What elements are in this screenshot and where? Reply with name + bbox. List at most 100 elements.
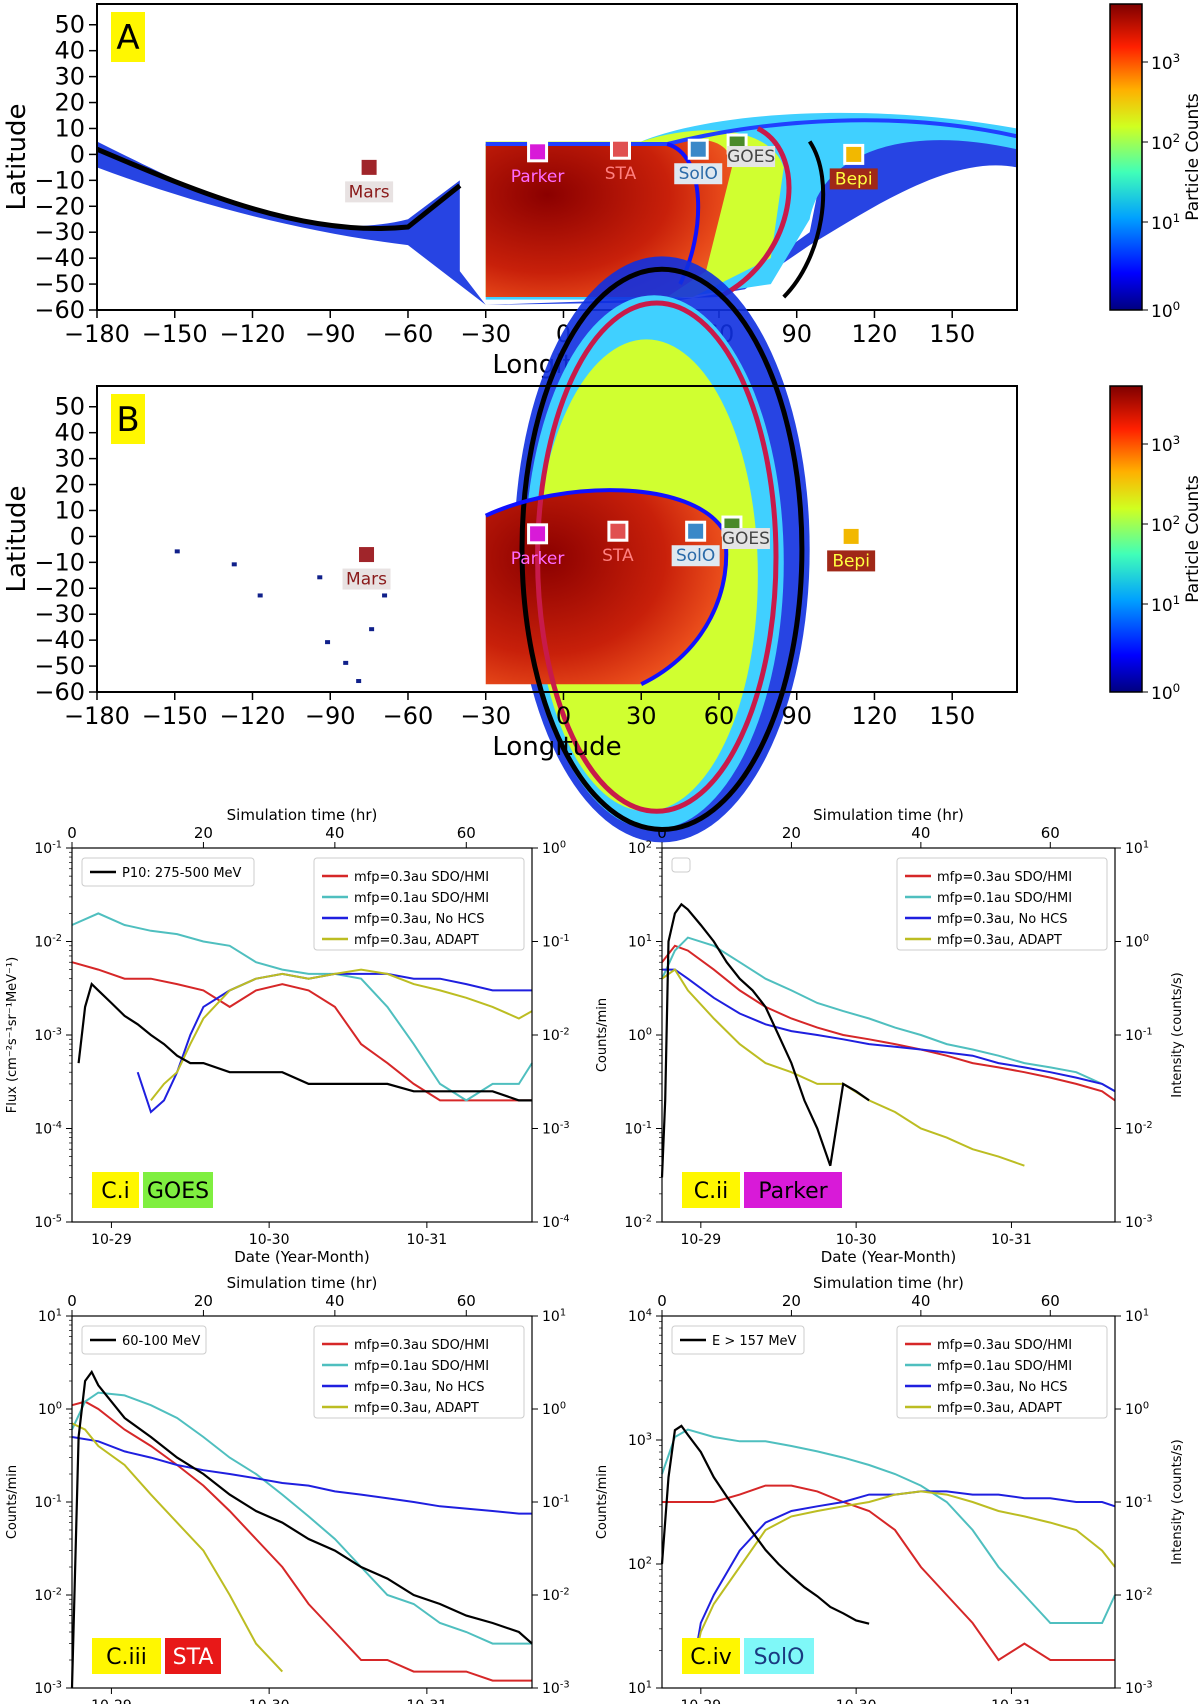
x-tick-label: 150 [929,702,975,730]
right-tick-label: 10-1 [542,1493,570,1511]
y-tick-label: 30 [54,445,85,473]
top-tick-label: 60 [457,824,476,842]
top-axis-title: Simulation time (hr) [813,1274,964,1292]
panel-label-box [111,12,145,62]
x-tick-label: −60 [383,320,434,348]
right-tick-label: 100 [1125,1400,1149,1418]
x-tick-label: −180 [64,320,130,348]
y-tick-label: −10 [34,548,85,576]
spacecraft-marker-solo [685,520,707,542]
y-tick-label: −60 [34,296,85,324]
date-tick-label: 10-31 [991,1232,1032,1248]
legend-entry: mfp=0.3au SDO/HMI [937,870,1072,885]
panel-label-box [682,1172,740,1208]
spacecraft-label-goes: GOES [727,147,775,167]
right-tick-label: 10-3 [1125,1679,1153,1697]
y-tick-label: 40 [54,419,85,447]
top-axis-title: Simulation time (hr) [227,1274,378,1292]
left-tick-label: 10-2 [34,1586,62,1604]
panel-label-box [92,1172,139,1208]
observed-legend [81,857,255,887]
observed-legend [81,1325,207,1355]
right-tick-label: 10-2 [1125,1586,1153,1604]
top-tick-label: 60 [1041,1292,1060,1310]
y-axis-title: Counts/min [5,1465,20,1539]
panel-label: B [116,400,139,440]
top-tick-label: 60 [457,1292,476,1310]
series-line-mfp-0-3au-adapt [71,1422,284,1673]
y-tick-label: 50 [54,393,85,421]
chart-panel-C.i: 10-5 10-4 10-3 10-2 10-1 10-4 10-3 10-2 10-1 100 0… [5,806,570,1266]
map-scatter-pixel [325,640,331,645]
map-frame [96,385,1018,693]
spacecraft-marker-mars [358,156,380,178]
colorbar-tick-label: 102 [1151,131,1180,154]
spacecraft-tag: Parker [758,1179,828,1204]
top-tick-label: 40 [911,824,930,842]
observed-legend-entry: E > 157 MeV [712,1334,797,1349]
left-tick-label: 10-4 [34,1120,62,1138]
x-tick-label: 150 [929,320,975,348]
series-legend [313,857,525,951]
observed-legend-entry: 60-100 MeV [122,1334,200,1349]
spacecraft-tag-box [744,1172,842,1208]
top-axis-title: Simulation time (hr) [227,806,378,824]
y-tick-label: 10 [54,114,85,142]
legend-entry: mfp=0.1au SDO/HMI [354,891,489,906]
left-tick-label: 102 [628,1555,652,1573]
colorbar-tick-label: 102 [1151,513,1180,536]
left-tick-label: 10-2 [624,1213,652,1231]
legend-entry: mfp=0.3au, ADAPT [937,933,1062,948]
spacecraft-marker-parker [527,523,549,545]
spacecraft-tag-box [143,1172,213,1208]
x-tick-label: −120 [220,320,286,348]
map-scatter-pixel [369,627,375,632]
y-tick-label: −40 [34,626,85,654]
x-tick-label: −180 [64,702,130,730]
series-line-mfp-0-1au-sdo-hmi [661,1428,1116,1624]
spacecraft-label-sta: STA [602,546,634,566]
right-tick-label: 10-3 [542,1120,570,1138]
heatmap-panels: A−180−150−120−90−60−30030609012015050403… [2,3,1200,843]
series-line-mfp-0-1au-sdo-hmi [71,912,533,1102]
x-tick-label: −120 [220,702,286,730]
spacecraft-label-box [671,545,720,567]
legend-entry: mfp=0.3au, No HCS [937,912,1067,927]
legend-entry: mfp=0.3au SDO/HMI [937,1338,1072,1353]
series-line-mfp-0-3au-adapt [150,968,533,1102]
empty-legend [671,857,691,873]
spacecraft-marker-mars [356,544,378,566]
y-tick-label: 10 [54,496,85,524]
right-tick-label: 10-2 [542,1586,570,1604]
map-contour-blue-top [485,118,1018,147]
panel-label-box [111,394,145,444]
spacecraft-tag-box [165,1638,221,1674]
colorbar-tick-label: 103 [1151,433,1180,456]
left-tick-label: 103 [628,1431,652,1449]
spacecraft-marker-bepi [840,525,862,547]
colorbar-tick-label: 100 [1151,681,1180,704]
y-tick-label: −60 [34,678,85,706]
spacecraft-tag: STA [173,1645,214,1670]
top-tick-label: 60 [1041,824,1060,842]
map-scatter-pixel [382,593,388,598]
left-tick-label: 10-1 [34,839,62,857]
map-scatter-pixel [257,593,263,598]
y-axis-title: Latitude [2,485,32,592]
observed-line [70,1369,533,1689]
spacecraft-label-sta: STA [605,164,637,184]
spacecraft-tag: SolO [754,1645,805,1670]
left-tick-label: 10-3 [34,1679,62,1697]
top-tick-label: 20 [194,1292,213,1310]
left-tick-label: 101 [628,933,652,951]
x-tick-label: 120 [852,702,898,730]
series-line-mfp-0-3au-adapt [661,968,1025,1167]
date-tick-label: 10-29 [91,1698,132,1704]
x-tick-label: −150 [142,320,208,348]
x-tick-label: 60 [704,702,735,730]
right-tick-label: 10-4 [542,1213,570,1231]
spacecraft-marker-sta [609,138,631,160]
panel-label: A [116,18,139,58]
date-tick-label: 10-30 [836,1232,877,1248]
x-tick-label: 90 [781,702,812,730]
